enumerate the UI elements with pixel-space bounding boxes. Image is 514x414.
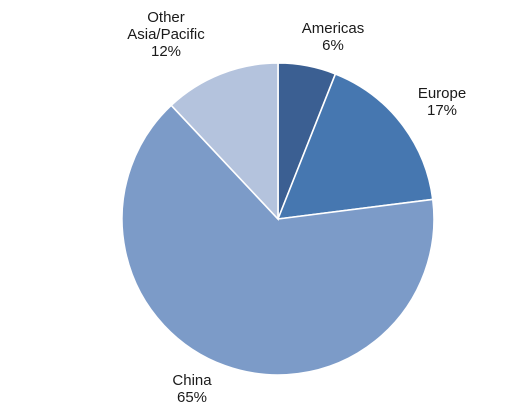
slice-percent: 17% xyxy=(427,102,457,119)
pie-slices xyxy=(121,62,435,376)
slice-percent: 12% xyxy=(151,43,181,60)
slice-percent: 6% xyxy=(322,37,344,54)
pie-slice-2 xyxy=(121,104,435,376)
slice-name: Asia/Pacific xyxy=(127,26,205,43)
pie-slice-1 xyxy=(276,72,434,220)
slice-name: China xyxy=(172,372,212,389)
slice-label-0: Americas 6% xyxy=(302,20,365,54)
slice-name: Europe xyxy=(418,85,466,102)
slice-name: Other xyxy=(147,9,185,26)
slice-name: Americas xyxy=(302,20,365,37)
pie-labels: Americas 6% Europe 17% China 65% Other Asia/Pac… xyxy=(127,9,466,406)
slice-label-2: China 65% xyxy=(172,372,212,406)
slice-label-3: Other Asia/Pacific 12% xyxy=(127,9,205,60)
pie-slice-3 xyxy=(170,62,279,222)
slice-percent: 65% xyxy=(177,389,207,406)
slice-label-1: Europe 17% xyxy=(418,85,466,119)
